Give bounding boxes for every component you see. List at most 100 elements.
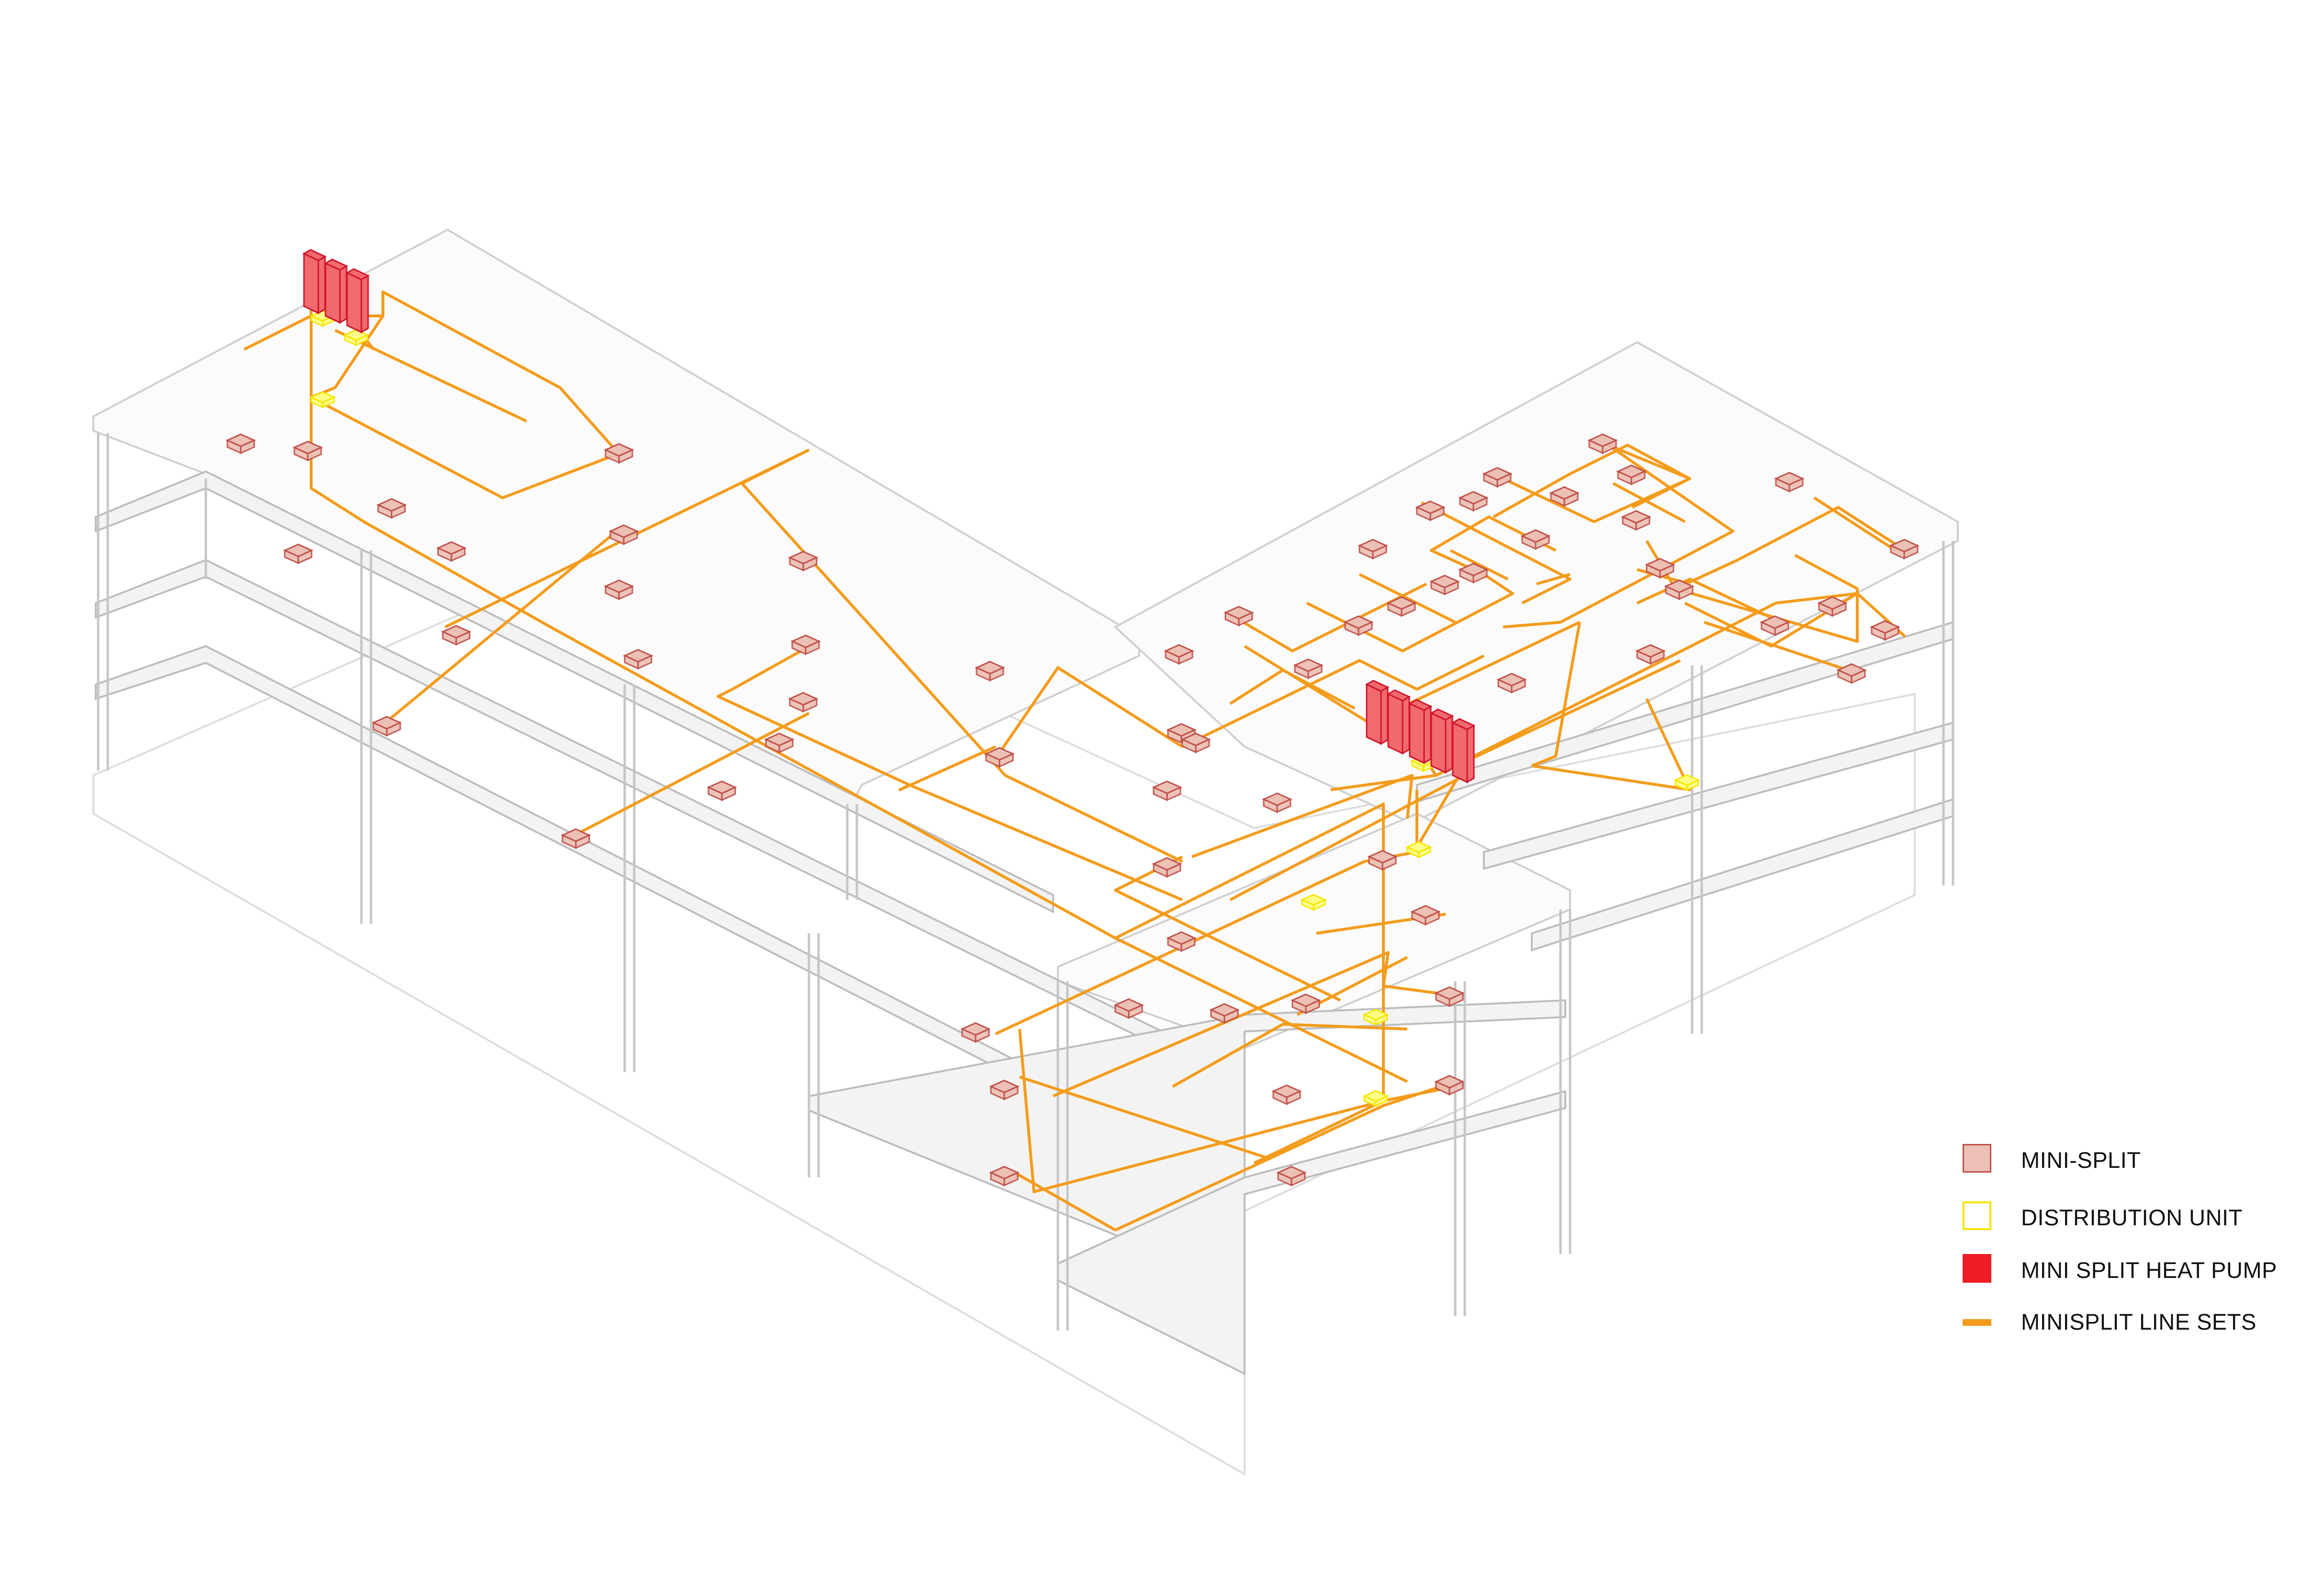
line-set xyxy=(1358,573,1456,624)
line-set xyxy=(1234,582,1427,652)
mini-split-unit xyxy=(1817,596,1848,617)
legend-label: MINI-SPLIT xyxy=(2021,1147,2141,1173)
mini-split-unit xyxy=(1152,857,1182,878)
mini-split-swatch xyxy=(1963,1144,1991,1173)
mini-split-unit xyxy=(1664,579,1695,600)
line-set xyxy=(1435,659,1681,777)
mini-split-unit xyxy=(1224,605,1254,627)
mini-split-unit xyxy=(608,524,639,545)
mini-split-unit xyxy=(1458,562,1489,583)
mini-split-unit xyxy=(1549,486,1580,507)
mini-split-unit xyxy=(975,661,1005,682)
mini-split-unit xyxy=(788,692,819,713)
line-set xyxy=(1704,621,1848,672)
mini-split-unit xyxy=(441,625,472,646)
mini-split-unit xyxy=(1262,792,1292,813)
distribution-unit-swatch xyxy=(1963,1201,1991,1230)
line-set xyxy=(1449,549,1509,581)
floor-slabs xyxy=(95,470,1954,1376)
mini-split-unit xyxy=(1410,905,1441,926)
equipment-units xyxy=(225,249,1920,1187)
mini-split-unit xyxy=(1293,658,1324,679)
line-set xyxy=(1415,765,1466,848)
legend-item-line-sets: MINISPLIT LINE SETS xyxy=(1963,1309,2307,1374)
mini-split-unit xyxy=(1415,500,1446,521)
roof-slab-west xyxy=(92,228,1140,806)
mini-split-unit xyxy=(984,747,1015,768)
line-set xyxy=(741,448,1183,863)
line-set xyxy=(1019,1075,1269,1160)
mini-split-unit xyxy=(604,443,634,464)
mini-split-unit xyxy=(788,550,819,571)
heat-pump-unit xyxy=(324,258,348,324)
mini-split-unit xyxy=(989,1079,1020,1100)
mini-split-unit xyxy=(1429,574,1460,595)
heat-pump-unit xyxy=(1451,718,1476,784)
mini-split-unit xyxy=(1358,538,1388,560)
line-set xyxy=(1421,501,1572,605)
mini-split-unit xyxy=(989,1165,1020,1187)
floor-slab-corner-0 xyxy=(1057,1090,1566,1376)
floor-slab-corner-1 xyxy=(808,999,1566,1289)
mini-split-unit xyxy=(960,1022,991,1043)
legend-label: MINISPLIT LINE SETS xyxy=(2021,1309,2257,1334)
columns xyxy=(97,433,1954,1331)
line-set xyxy=(1675,554,1859,643)
mini-split-unit xyxy=(1616,464,1647,485)
line-set xyxy=(1674,506,1906,590)
legend-label: DISTRIBUTION UNIT xyxy=(2021,1205,2243,1230)
mini-split-unit xyxy=(790,634,821,655)
mini-split-unit xyxy=(1164,644,1194,665)
distribution-unit xyxy=(1405,841,1432,859)
mini-split-unit xyxy=(1386,596,1417,617)
line-set xyxy=(1018,1029,1384,1193)
heat-pump-swatch xyxy=(1963,1254,1991,1283)
legend-item-distribution-unit: DISTRIBUTION UNIT xyxy=(1963,1201,2307,1259)
legend-item-heat-pump: MINI SPLIT HEAT PUMP xyxy=(1963,1254,2307,1316)
line-set xyxy=(310,396,623,499)
line-set xyxy=(1014,1171,1116,1232)
line-set xyxy=(1435,592,1858,777)
mini-split-unit xyxy=(1113,998,1144,1019)
heat-pump-unit xyxy=(1429,708,1454,774)
line-set xyxy=(1612,482,1686,523)
mini-split-unit xyxy=(1645,558,1675,579)
distribution-unit xyxy=(1300,894,1327,911)
line-set xyxy=(334,329,528,423)
mini-split-unit xyxy=(1166,931,1197,952)
legend-label: MINI SPLIT HEAT PUMP xyxy=(2021,1257,2277,1283)
heat-pump-unit xyxy=(345,268,370,334)
line-set xyxy=(1636,578,1782,624)
mini-split-unit xyxy=(1458,491,1489,512)
mini-split-unit xyxy=(1209,1003,1240,1024)
heat-pump-unit xyxy=(302,249,327,314)
line-set xyxy=(1531,622,1581,767)
distribution-unit xyxy=(309,391,336,409)
building-structure xyxy=(92,228,1959,1476)
mini-split-unit xyxy=(1434,986,1465,1007)
line-set xyxy=(1172,1023,1408,1088)
mini-split-unit xyxy=(1760,615,1790,636)
mini-split-unit xyxy=(283,543,314,564)
mini-split-unit xyxy=(1496,672,1527,694)
mini-split-unit xyxy=(1271,1084,1302,1105)
floor-slab-2-west xyxy=(95,470,1054,914)
mini-split-unit xyxy=(1520,529,1551,550)
mini-split-unit xyxy=(1482,467,1513,488)
legend-item-mini-split: MINI-SPLIT xyxy=(1963,1144,2307,1201)
mini-split-unit xyxy=(1276,1165,1307,1187)
distribution-unit xyxy=(1362,1090,1389,1108)
line-set xyxy=(1684,592,1907,648)
mini-split-unit xyxy=(292,440,323,461)
line-set xyxy=(1531,698,1691,791)
mini-split-unit xyxy=(1774,471,1805,493)
line-set xyxy=(1229,774,1466,901)
line-set xyxy=(1813,496,1897,552)
mini-split-unit xyxy=(1343,615,1374,636)
mini-split-unit xyxy=(1587,433,1618,454)
line-set xyxy=(999,666,1183,752)
mini-split-unit xyxy=(371,716,402,737)
mini-split-unit xyxy=(561,828,591,849)
heat-pump-unit xyxy=(1386,689,1411,755)
line-set xyxy=(243,314,312,351)
